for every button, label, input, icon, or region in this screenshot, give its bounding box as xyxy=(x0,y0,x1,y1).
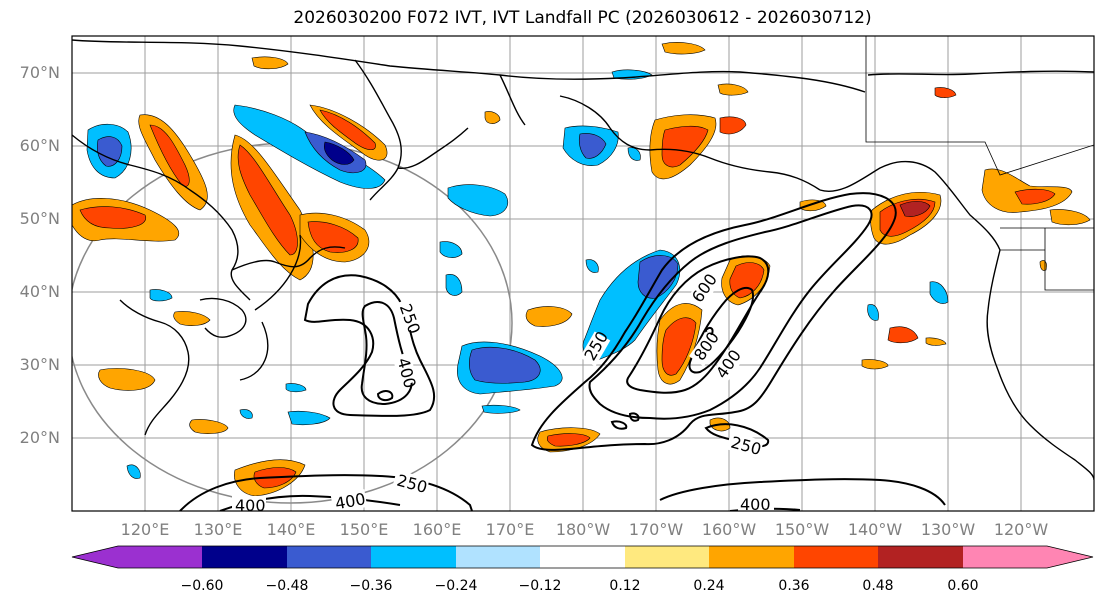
colorbar-outline xyxy=(71,545,1094,569)
lat-label-30n: 30°N xyxy=(20,355,60,374)
lon-label-120w: 120°W xyxy=(994,520,1049,539)
colorbar-tick-10: 0.60 xyxy=(947,578,978,594)
positive-pc-regions xyxy=(72,42,1091,497)
contour-label-250-a: 250 xyxy=(396,301,424,336)
colorbar-bin-6 xyxy=(540,546,625,568)
colorbar-bin-5 xyxy=(456,546,540,568)
colorbar-tick-4: −0.24 xyxy=(435,578,478,594)
lon-label-140e: 140°E xyxy=(267,520,316,539)
colorbar xyxy=(71,545,1094,569)
colorbar-bin-8 xyxy=(709,546,794,568)
map-content: 250 400 250 600 800 400 250 250 400 400 … xyxy=(72,36,1094,515)
colorbar-tick-3: −0.36 xyxy=(350,578,393,594)
colorbar-tick-5: −0.12 xyxy=(519,578,562,594)
coastlines xyxy=(72,39,1094,481)
colorbar-bin-7 xyxy=(625,546,709,568)
lon-label-170w: 170°W xyxy=(629,520,684,539)
colorbar-bin-9 xyxy=(794,546,878,568)
map-title: 2026030200 F072 IVT, IVT Landfall PC (20… xyxy=(293,8,872,28)
colorbar-tick-8: 0.36 xyxy=(778,578,809,594)
colorbar-extend-low xyxy=(72,546,118,568)
lat-label-50n: 50°N xyxy=(20,209,60,228)
lon-label-130w: 130°W xyxy=(921,520,976,539)
colorbar-tick-9: 0.48 xyxy=(862,578,893,594)
lon-label-150e: 150°E xyxy=(340,520,389,539)
colorbar-tick-7: 0.24 xyxy=(693,578,724,594)
contour-label-250-c: 250 xyxy=(729,433,763,459)
lon-label-120e: 120°E xyxy=(121,520,170,539)
contour-label-400-d: 400 xyxy=(235,496,266,515)
political-borders xyxy=(865,36,1094,291)
lon-label-140w: 140°W xyxy=(848,520,903,539)
lon-label-130e: 130°E xyxy=(194,520,243,539)
contour-label-400-e: 400 xyxy=(740,495,771,514)
colorbar-bin-3 xyxy=(287,546,371,568)
contour-label-400-c: 400 xyxy=(334,489,367,513)
colorbar-tick-6: 0.12 xyxy=(609,578,640,594)
colorbar-tick-1: −0.60 xyxy=(181,578,224,594)
colorbar-ticks: −0.60 −0.48 −0.36 −0.24 −0.12 0.12 0.24 … xyxy=(181,578,979,594)
colorbar-tick-2: −0.48 xyxy=(266,578,309,594)
colorbar-bin-2 xyxy=(202,546,287,568)
lon-label-160e: 160°E xyxy=(413,520,462,539)
longitude-labels: 120°E 130°E 140°E 150°E 160°E 170°E 180°… xyxy=(121,520,1049,539)
colorbar-bin-1 xyxy=(118,546,202,568)
latitude-labels: 20°N 30°N 40°N 50°N 60°N 70°N xyxy=(20,63,60,447)
lon-label-160w: 160°W xyxy=(702,520,757,539)
lon-label-180w: 180°W xyxy=(556,520,611,539)
lat-label-40n: 40°N xyxy=(20,282,60,301)
colorbar-extend-high xyxy=(1047,546,1093,568)
ivt-contours xyxy=(179,192,946,511)
contour-label-400-a: 400 xyxy=(393,356,419,390)
negative-pc-regions xyxy=(86,69,949,479)
contour-label-250-d: 250 xyxy=(395,471,429,497)
lat-label-60n: 60°N xyxy=(20,136,60,155)
map-frame xyxy=(71,35,1095,512)
lon-label-170e: 170°E xyxy=(486,520,535,539)
colorbar-bin-11 xyxy=(963,546,1047,568)
lon-label-150w: 150°W xyxy=(775,520,830,539)
colorbar-bin-10 xyxy=(878,546,963,568)
lat-label-70n: 70°N xyxy=(20,63,60,82)
colorbar-bin-4 xyxy=(371,546,456,568)
lat-label-20n: 20°N xyxy=(20,428,60,447)
